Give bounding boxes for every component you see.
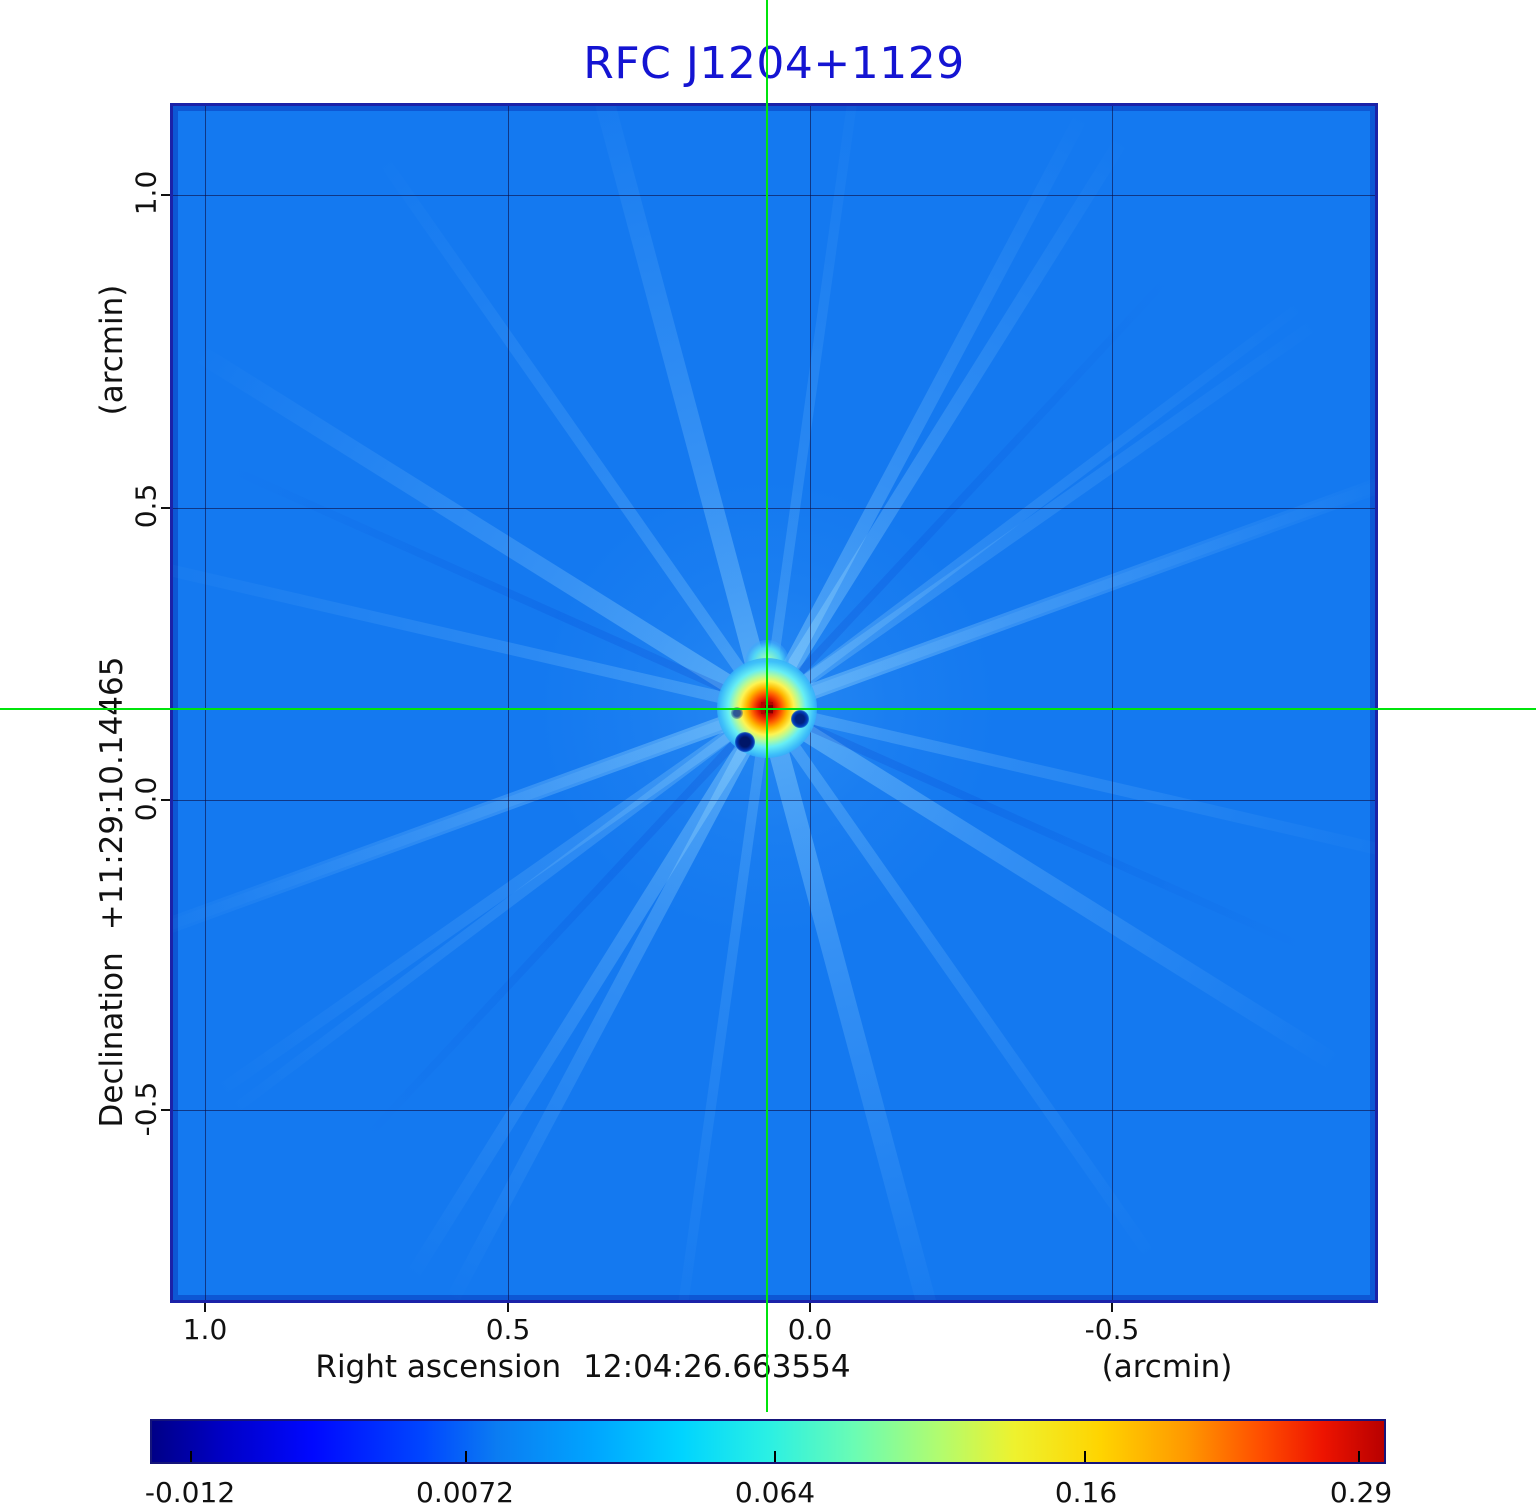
x-axis-label: Right ascension 12:04:26.663554 <box>315 1349 850 1385</box>
x-tick-mark <box>809 1303 811 1312</box>
grid-line-vertical <box>508 106 509 1300</box>
colorbar-tick-label: -0.012 <box>144 1476 236 1509</box>
y-axis-label: Declination +11:29:10.14465 <box>94 657 130 1128</box>
colorbar-tick-label: 0.16 <box>1054 1476 1118 1509</box>
figure-title: RFC J1204+1129 <box>583 38 965 89</box>
x-tick-label: -0.5 <box>1084 1313 1140 1346</box>
grid-line-horizontal <box>173 195 1375 196</box>
y-axis-name: Declination <box>94 952 130 1128</box>
grid-line-vertical <box>1112 106 1113 1300</box>
grid-line-horizontal <box>173 1110 1375 1111</box>
x-axis-unit: (arcmin) <box>1101 1349 1233 1385</box>
x-axis-name: Right ascension <box>315 1349 562 1385</box>
y-tick-mark <box>161 1109 170 1111</box>
colorbar-tick-label: 0.064 <box>734 1476 816 1509</box>
crosshair-horizontal-line <box>0 708 1536 710</box>
crosshair-vertical-line <box>766 0 768 1412</box>
x-tick-label: 0.0 <box>787 1313 833 1346</box>
y-axis-unit: (arcmin) <box>94 284 130 416</box>
y-tick-label: 1.0 <box>129 170 163 216</box>
negative-sidelobe-spot <box>735 732 755 752</box>
negative-sidelobe-spot <box>791 710 809 728</box>
x-axis-coordinate-value: 12:04:26.663554 <box>583 1349 851 1385</box>
y-tick-label: 0.0 <box>129 776 163 822</box>
x-tick-mark <box>507 1303 509 1312</box>
colorbar-tick-mark <box>1358 1451 1361 1462</box>
colorbar-tick-mark <box>465 1451 468 1462</box>
x-tick-mark <box>1111 1303 1113 1312</box>
y-axis-coordinate-value: +11:29:10.14465 <box>94 656 130 931</box>
colorbar <box>150 1419 1386 1464</box>
y-tick-mark <box>161 194 170 196</box>
colorbar-tick-mark <box>190 1451 193 1462</box>
x-tick-label: 1.0 <box>182 1313 228 1346</box>
colorbar-tick-mark <box>1083 1451 1086 1462</box>
colorbar-tick-label: 0.29 <box>1329 1476 1393 1509</box>
grid-line-horizontal <box>173 800 1375 801</box>
sky-map <box>170 103 1378 1303</box>
y-tick-label: 0.5 <box>129 483 163 529</box>
x-tick-mark <box>204 1303 206 1312</box>
colorbar-tick-label: 0.0072 <box>416 1476 514 1509</box>
grid-line-vertical <box>205 106 206 1300</box>
y-tick-label: -0.5 <box>129 1081 163 1137</box>
negative-sidelobe-spot <box>731 707 743 719</box>
grid-line-horizontal <box>173 508 1375 509</box>
x-tick-label: 0.5 <box>485 1313 531 1346</box>
colorbar-tick-mark <box>774 1451 777 1462</box>
y-tick-mark <box>161 799 170 801</box>
y-tick-mark <box>161 507 170 509</box>
